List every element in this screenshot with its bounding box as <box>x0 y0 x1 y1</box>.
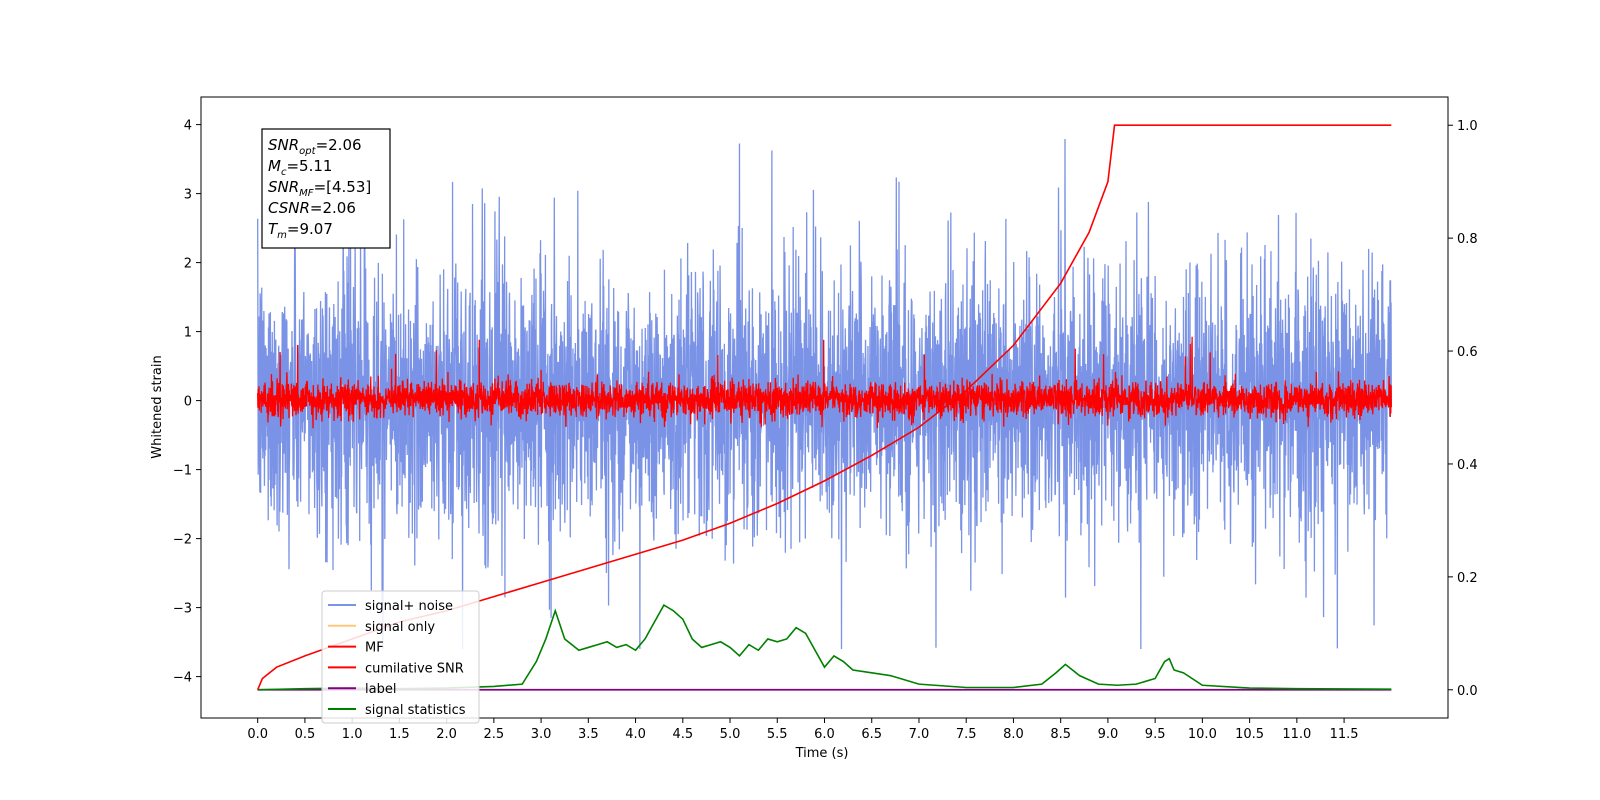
x-tick-label: 8.5 <box>1050 727 1071 742</box>
x-tick-label: 10.5 <box>1235 727 1264 742</box>
x-tick-label: 6.5 <box>861 727 882 742</box>
x-tick-label: 5.0 <box>720 727 741 742</box>
x-axis-label: Time (s) <box>795 746 849 761</box>
legend-entry-label: signal+ noise <box>365 599 453 614</box>
y-tick-label: −1 <box>173 464 192 479</box>
series-signal-statistics-line <box>257 603 1392 691</box>
legend-entry-label: signal statistics <box>365 703 466 718</box>
x-tick-label: 10.0 <box>1188 727 1217 742</box>
x-tick-label: 5.5 <box>767 727 788 742</box>
info-box-line: SNRopt=2.06 <box>268 136 362 157</box>
series-mf-line <box>257 336 1392 429</box>
x-tick-label: 1.0 <box>342 727 363 742</box>
x-tick-label: 4.0 <box>625 727 646 742</box>
y-tick-label: −2 <box>173 533 192 548</box>
info-box-line: SNRMF=[4.53] <box>268 178 371 199</box>
y-axis-label: Whitened strain <box>150 355 165 458</box>
y-tick-label: −4 <box>173 671 192 686</box>
y-tick-label: −3 <box>173 602 192 617</box>
legend-entry-label: cumilative SNR <box>365 661 464 676</box>
y-tick-label: 3 <box>184 188 192 203</box>
y2-tick-label: 0.2 <box>1457 571 1478 586</box>
x-tick-label: 3.5 <box>578 727 599 742</box>
legend-entry-label: label <box>365 682 396 697</box>
y2-tick-label: 1.0 <box>1457 119 1478 134</box>
x-tick-label: 3.0 <box>531 727 552 742</box>
x-tick-label: 7.0 <box>909 727 930 742</box>
legend-entry-label: signal only <box>365 620 435 635</box>
y2-tick-label: 0.4 <box>1457 458 1478 473</box>
x-tick-label: 0.0 <box>247 727 268 742</box>
x-tick-label: 11.5 <box>1330 727 1359 742</box>
x-tick-label: 9.5 <box>1145 727 1166 742</box>
y-tick-label: 0 <box>184 395 192 410</box>
y-tick-label: 4 <box>184 119 192 134</box>
legend: signal+ noise signal only MF cumilative SNR… <box>321 590 480 724</box>
x-axis: 0.0 0.5 1.0 1.5 2.0 2.5 3.0 3.5 4.0 4.5 5.0 5.5 6.0 6… <box>247 718 1359 742</box>
y-axis-right: 1.0 0.8 0.6 0.4 0.2 0.0 <box>1448 119 1478 699</box>
info-box-line: Mc=5.11 <box>268 157 332 178</box>
legend-frame <box>321 590 480 724</box>
x-tick-label: 1.5 <box>389 727 410 742</box>
y-tick-label: 1 <box>184 326 192 341</box>
x-tick-label: 7.5 <box>956 727 977 742</box>
legend-entry-label: MF <box>365 641 384 656</box>
x-tick-label: 2.0 <box>436 727 457 742</box>
y2-tick-label: 0.6 <box>1457 345 1478 360</box>
x-tick-label: 4.5 <box>672 727 693 742</box>
info-box-line: CSNR=2.06 <box>268 199 356 217</box>
y2-tick-label: 0.8 <box>1457 232 1478 247</box>
y2-tick-label: 0.0 <box>1457 684 1478 699</box>
x-tick-label: 0.5 <box>295 727 316 742</box>
x-tick-label: 8.0 <box>1003 727 1024 742</box>
y-tick-label: 2 <box>184 257 192 272</box>
y-axis-left: 4 3 2 1 0 −1 −2 −3 −4 <box>173 119 201 686</box>
x-tick-label: 9.0 <box>1098 727 1119 742</box>
x-tick-label: 11.0 <box>1282 727 1311 742</box>
info-box-frame <box>261 128 391 249</box>
x-tick-label: 6.0 <box>814 727 835 742</box>
x-tick-label: 2.5 <box>484 727 505 742</box>
info-box-line: Tm=9.07 <box>268 220 333 241</box>
